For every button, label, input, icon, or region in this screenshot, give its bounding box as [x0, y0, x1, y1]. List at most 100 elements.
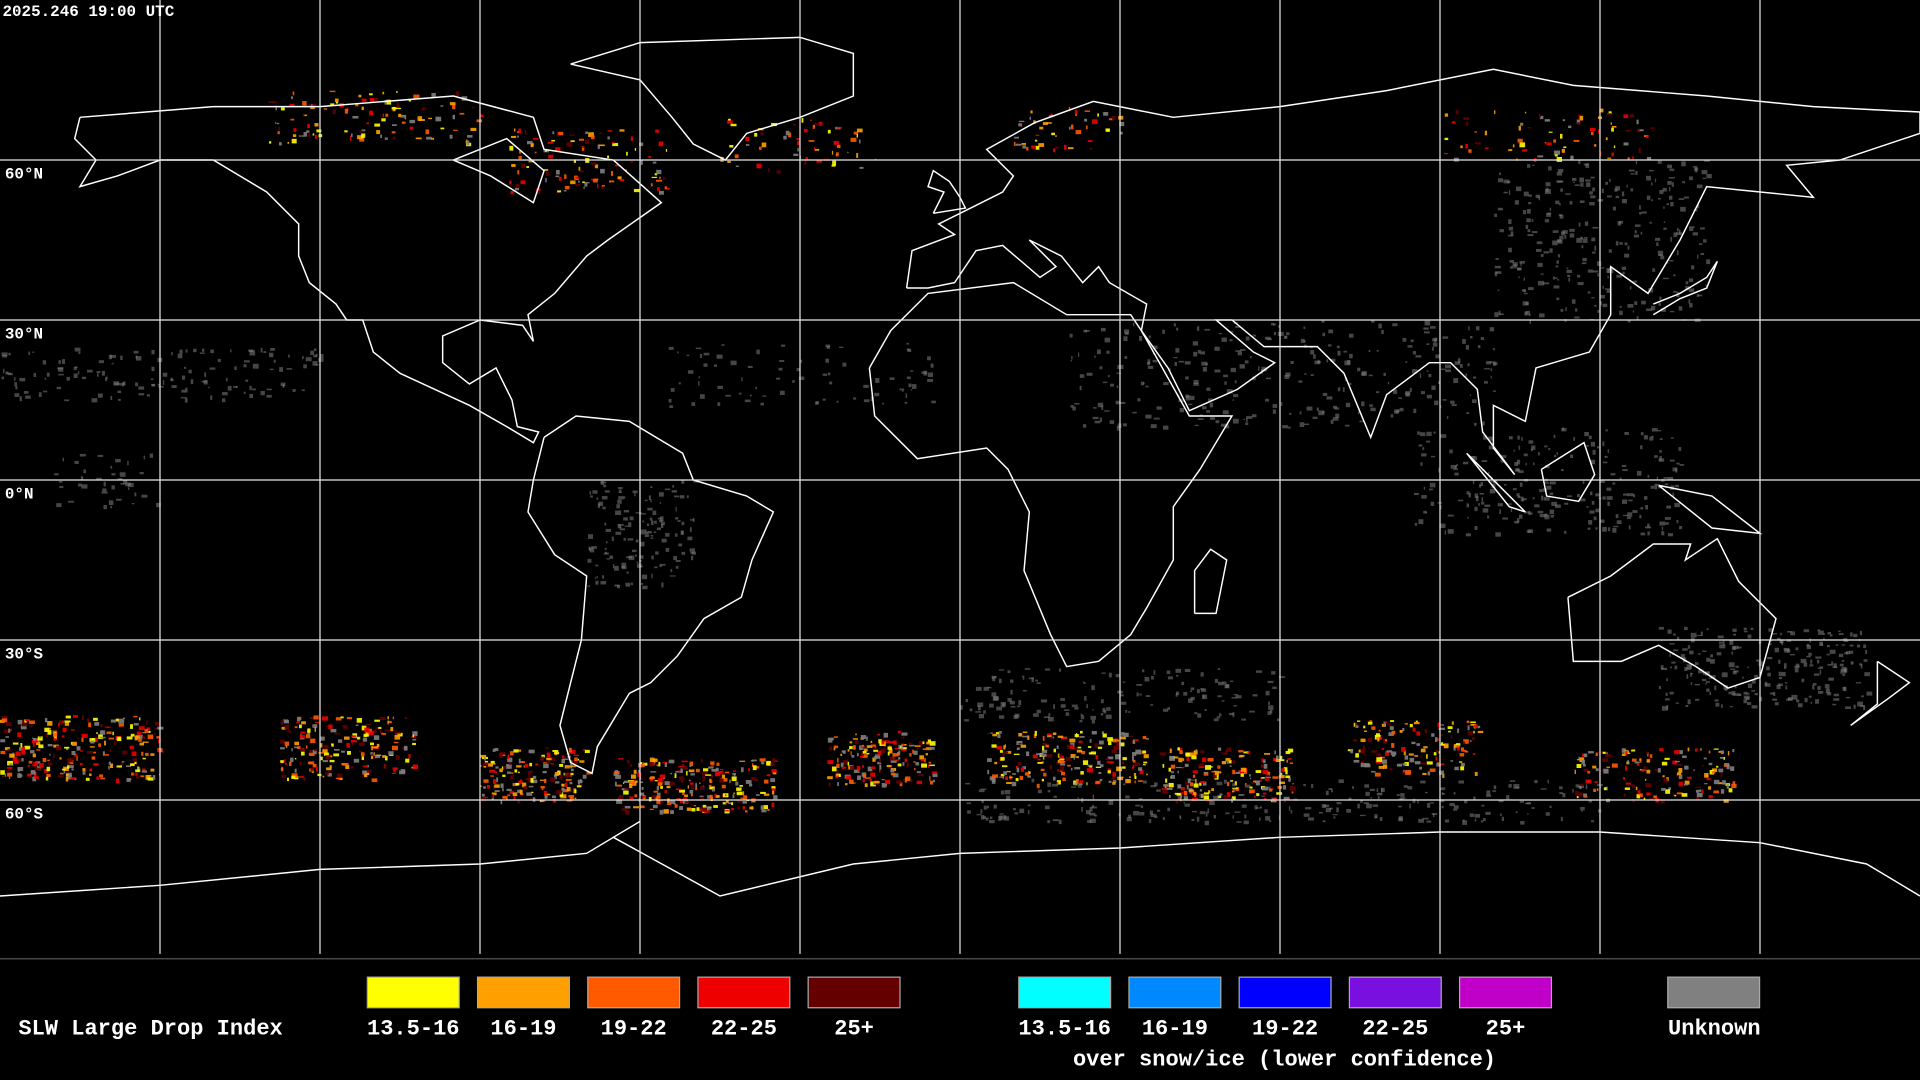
cloud-pixel	[1122, 757, 1127, 761]
cloud-pixel	[680, 530, 684, 536]
cloud-pixel	[921, 763, 928, 768]
cloud-pixel	[644, 534, 649, 538]
cloud-pixel	[1450, 464, 1457, 469]
cloud-pixel	[1481, 804, 1485, 807]
cloud-pixel	[930, 780, 934, 785]
cloud-pixel	[492, 779, 497, 784]
cloud-pixel	[900, 743, 905, 745]
cloud-pixel	[1607, 113, 1613, 115]
cloud-pixel	[392, 716, 395, 720]
cloud-pixel	[841, 766, 847, 769]
cloud-pixel	[1125, 795, 1130, 799]
cloud-pixel	[1602, 496, 1606, 500]
cloud-pixel	[1810, 701, 1813, 704]
cloud-pixel	[392, 767, 399, 770]
cloud-pixel	[544, 795, 548, 799]
cloud-pixel	[1843, 669, 1847, 674]
cloud-pixel	[669, 575, 676, 577]
cloud-pixel	[1221, 700, 1225, 702]
cloud-pixel	[1035, 679, 1039, 682]
cloud-pixel	[1146, 773, 1148, 776]
cloud-pixel	[1669, 666, 1672, 669]
cloud-pixel	[1192, 341, 1199, 346]
cloud-pixel	[651, 573, 653, 579]
cloud-pixel	[98, 734, 103, 740]
cloud-pixel	[299, 734, 305, 739]
cloud-pixel	[1183, 691, 1188, 696]
cloud-pixel	[1126, 816, 1132, 822]
cloud-pixel	[553, 774, 557, 780]
cloud-pixel	[1213, 718, 1219, 722]
cloud-pixel	[785, 130, 790, 136]
cloud-pixel	[292, 389, 296, 392]
cloud-pixel	[1187, 778, 1191, 784]
cloud-pixel	[58, 722, 60, 727]
cloud-pixel	[369, 97, 375, 103]
cloud-pixel	[1278, 775, 1285, 778]
cloud-pixel	[1607, 157, 1612, 159]
cloud-pixel	[280, 739, 285, 744]
cloud-pixel	[1303, 813, 1310, 817]
cloud-pixel	[1594, 304, 1597, 307]
cloud-pixel	[1387, 381, 1390, 385]
cloud-pixel	[1705, 681, 1710, 683]
cloud-pixel	[260, 347, 263, 353]
cloud-pixel	[604, 547, 607, 550]
cloud-pixel	[663, 809, 669, 814]
cloud-pixel	[412, 734, 414, 738]
cloud-pixel	[1214, 346, 1220, 351]
cloud-pixel	[542, 762, 548, 764]
cloud-pixel	[1632, 784, 1636, 788]
cloud-pixel	[1817, 685, 1821, 690]
cloud-pixel	[1218, 771, 1222, 774]
cloud-pixel	[1377, 796, 1380, 799]
cloud-pixel	[1199, 811, 1206, 815]
cloud-pixel	[779, 360, 785, 362]
cloud-pixel	[992, 733, 997, 737]
cloud-pixel	[1363, 802, 1369, 805]
cloud-pixel	[741, 767, 744, 773]
cloud-pixel	[922, 741, 925, 744]
cloud-pixel	[717, 402, 721, 407]
cloud-pixel	[1322, 332, 1326, 337]
cloud-pixel	[1336, 345, 1340, 349]
cloud-pixel	[1861, 695, 1864, 698]
cloud-pixel	[1633, 280, 1638, 283]
cloud-pixel	[1097, 402, 1104, 408]
cloud-pixel	[1590, 820, 1595, 823]
cloud-pixel	[328, 771, 331, 773]
cloud-pixel	[1587, 780, 1590, 783]
cloud-pixel	[1581, 793, 1585, 795]
cloud-pixel	[77, 371, 80, 375]
cloud-pixel	[1660, 799, 1665, 804]
cloud-pixel	[1202, 757, 1207, 763]
cloud-pixel	[208, 386, 210, 389]
cloud-pixel	[621, 565, 627, 570]
cloud-pixel	[1829, 634, 1833, 637]
cloud-pixel	[563, 190, 567, 192]
cloud-pixel	[1639, 211, 1642, 215]
cloud-pixel	[673, 495, 680, 498]
cloud-pixel	[1646, 792, 1651, 796]
cloud-pixel	[1234, 380, 1237, 384]
cloud-pixel	[980, 814, 985, 820]
cloud-pixel	[1200, 351, 1206, 355]
cloud-pixel	[842, 362, 847, 367]
cloud-pixel	[1690, 673, 1694, 675]
cloud-pixel	[281, 766, 284, 772]
cloud-pixel	[1116, 425, 1120, 431]
cloud-pixel	[291, 748, 293, 752]
cloud-pixel	[837, 782, 839, 786]
cloud-pixel	[1514, 462, 1518, 467]
cloud-pixel	[1744, 630, 1748, 633]
cloud-pixel	[1709, 769, 1715, 775]
cloud-pixel	[1362, 745, 1366, 750]
cloud-pixel	[480, 754, 487, 758]
cloud-pixel	[588, 132, 594, 138]
cloud-pixel	[827, 760, 834, 765]
cloud-pixel	[1206, 410, 1211, 413]
cloud-pixel	[278, 142, 282, 146]
cloud-pixel	[1383, 721, 1388, 723]
cloud-pixel	[1467, 731, 1473, 735]
cloud-pixel	[643, 762, 648, 766]
